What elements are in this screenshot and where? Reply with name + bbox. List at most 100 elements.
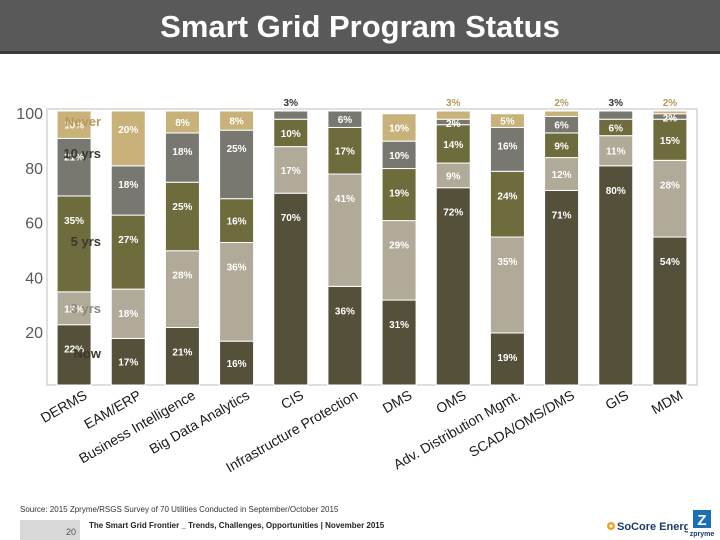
data-label-five_yrs: 10% (281, 129, 301, 140)
plot-frame (46, 108, 698, 386)
bar-segment-three_yrs (110, 288, 146, 339)
data-label-never: 5% (500, 117, 515, 128)
bar-segment-never (164, 110, 200, 134)
bar-segment-five_yrs (652, 118, 688, 161)
data-label-never: 20% (118, 125, 138, 136)
bar-segment-five_yrs (489, 170, 525, 238)
y-tick-label: 100 (16, 106, 43, 123)
data-label-now: 21% (172, 347, 192, 358)
data-label-three_yrs: 17% (281, 166, 301, 177)
stacked-bar-chart: 2040608010022%12%35%21%10%DERMS17%18%27%… (16, 98, 698, 475)
data-label-five_yrs: 14% (443, 140, 463, 151)
bar-segment-now (489, 332, 525, 386)
bar-segment-never (381, 113, 417, 142)
data-label-ten_yrs: 16% (497, 141, 517, 152)
bar-segment-five_yrs (164, 181, 200, 252)
data-label-five_yrs: 15% (660, 136, 680, 147)
data-label-never: 3% (446, 98, 461, 109)
x-tick-label: GIS (602, 387, 631, 413)
bar-segment-five_yrs (56, 195, 92, 293)
bar-segment-three_yrs (435, 162, 471, 189)
data-label-never: 8% (175, 118, 190, 129)
y-tick-label: 80 (25, 161, 43, 178)
data-label-three_yrs: 28% (660, 180, 680, 191)
bar-segment-ten_yrs (327, 110, 363, 128)
data-label-five_yrs: 35% (64, 216, 84, 227)
data-label-now: 71% (552, 210, 572, 221)
slide-title: Smart Grid Program Status (160, 9, 560, 44)
data-label-never: 2% (663, 98, 678, 109)
data-label-now: 54% (660, 257, 680, 268)
data-label-now: 70% (281, 213, 301, 224)
data-label-three_yrs: 29% (389, 241, 409, 252)
x-tick-label: OMS (433, 387, 469, 417)
bar-segment-now (381, 299, 417, 386)
data-label-ten_yrs: 25% (227, 144, 247, 155)
bar-segment-now (273, 192, 309, 386)
bar-segment-ten_yrs (164, 132, 200, 183)
page-number-box (20, 520, 80, 540)
data-label-three_yrs: 35% (497, 257, 517, 268)
data-label-never: 10% (64, 121, 84, 132)
legend-label-now: Now (74, 346, 102, 361)
x-tick-label: Big Data Analytics (146, 387, 252, 457)
data-label-now: 17% (118, 358, 138, 369)
footer-separator: | (318, 521, 326, 530)
title-bar: Smart Grid Program Status (0, 0, 720, 54)
data-label-ten_yrs: 2% (663, 114, 678, 125)
bar-segment-ten_yrs (110, 165, 146, 216)
data-label-three_yrs: 36% (227, 263, 247, 274)
data-label-three_yrs: 11% (606, 147, 626, 158)
bar-segment-ten_yrs (219, 129, 255, 200)
bar-segment-five_yrs (110, 214, 146, 290)
bar-segment-five_yrs (381, 168, 417, 222)
source-note: Source: 2015 Zpryme/RSGS Survey of 70 Ut… (20, 505, 339, 514)
data-label-ten_yrs: 6% (554, 121, 569, 132)
y-tick-label: 20 (25, 325, 43, 342)
x-tick-label: CIS (278, 387, 306, 413)
data-label-five_yrs: 19% (389, 189, 409, 200)
x-tick-label: MDM (648, 387, 685, 418)
data-label-five_yrs: 17% (335, 147, 355, 158)
data-label-three_yrs: 41% (335, 194, 355, 205)
data-label-never: 10% (389, 123, 409, 134)
bar-segment-never (652, 110, 688, 115)
footer-date: November 2015 (325, 521, 385, 530)
data-label-ten_yrs: 10% (389, 151, 409, 162)
data-label-now: 16% (227, 359, 247, 370)
data-label-now: 19% (497, 353, 517, 364)
bar-segment-never (544, 110, 580, 117)
bar-segment-three_yrs (489, 236, 525, 334)
data-label-never: 8% (229, 117, 244, 128)
bar-segment-never (219, 110, 255, 131)
bar-segment-now (164, 326, 200, 386)
bar-segment-three_yrs (381, 220, 417, 301)
bar-segment-ten_yrs (56, 137, 92, 197)
bar-segment-five_yrs (435, 124, 471, 164)
data-label-ten_yrs: 3% (609, 98, 624, 109)
y-tick-label: 40 (25, 270, 43, 287)
data-label-three_yrs: 12% (552, 170, 572, 181)
data-label-five_yrs: 16% (227, 217, 247, 228)
bar-segment-three_yrs (652, 159, 688, 238)
bar-segment-now (327, 285, 363, 386)
data-label-now: 72% (443, 208, 463, 219)
data-label-three_yrs: 28% (172, 271, 192, 282)
socore-energy-logo: SoCore Energy (607, 521, 688, 533)
bar-segment-three_yrs (219, 242, 255, 342)
legend-label-never: Never (65, 114, 101, 129)
bar-segment-five_yrs (327, 126, 363, 175)
bar-segment-now (652, 236, 688, 386)
bar-segment-never (435, 110, 471, 120)
data-label-five_yrs: 9% (554, 141, 569, 152)
data-label-three_yrs: 12% (64, 304, 84, 315)
y-tick-label: 60 (25, 216, 43, 233)
bar-segment-now (110, 337, 146, 386)
data-label-ten_yrs: 2% (446, 119, 461, 130)
bar-segment-now (219, 340, 255, 386)
data-label-ten_yrs: 3% (284, 98, 299, 109)
bar-segment-never (56, 110, 92, 139)
bar-segment-five_yrs (219, 198, 255, 244)
socore-energy-wordmark: SoCore Energy (617, 521, 688, 533)
data-label-now: 80% (606, 186, 626, 197)
